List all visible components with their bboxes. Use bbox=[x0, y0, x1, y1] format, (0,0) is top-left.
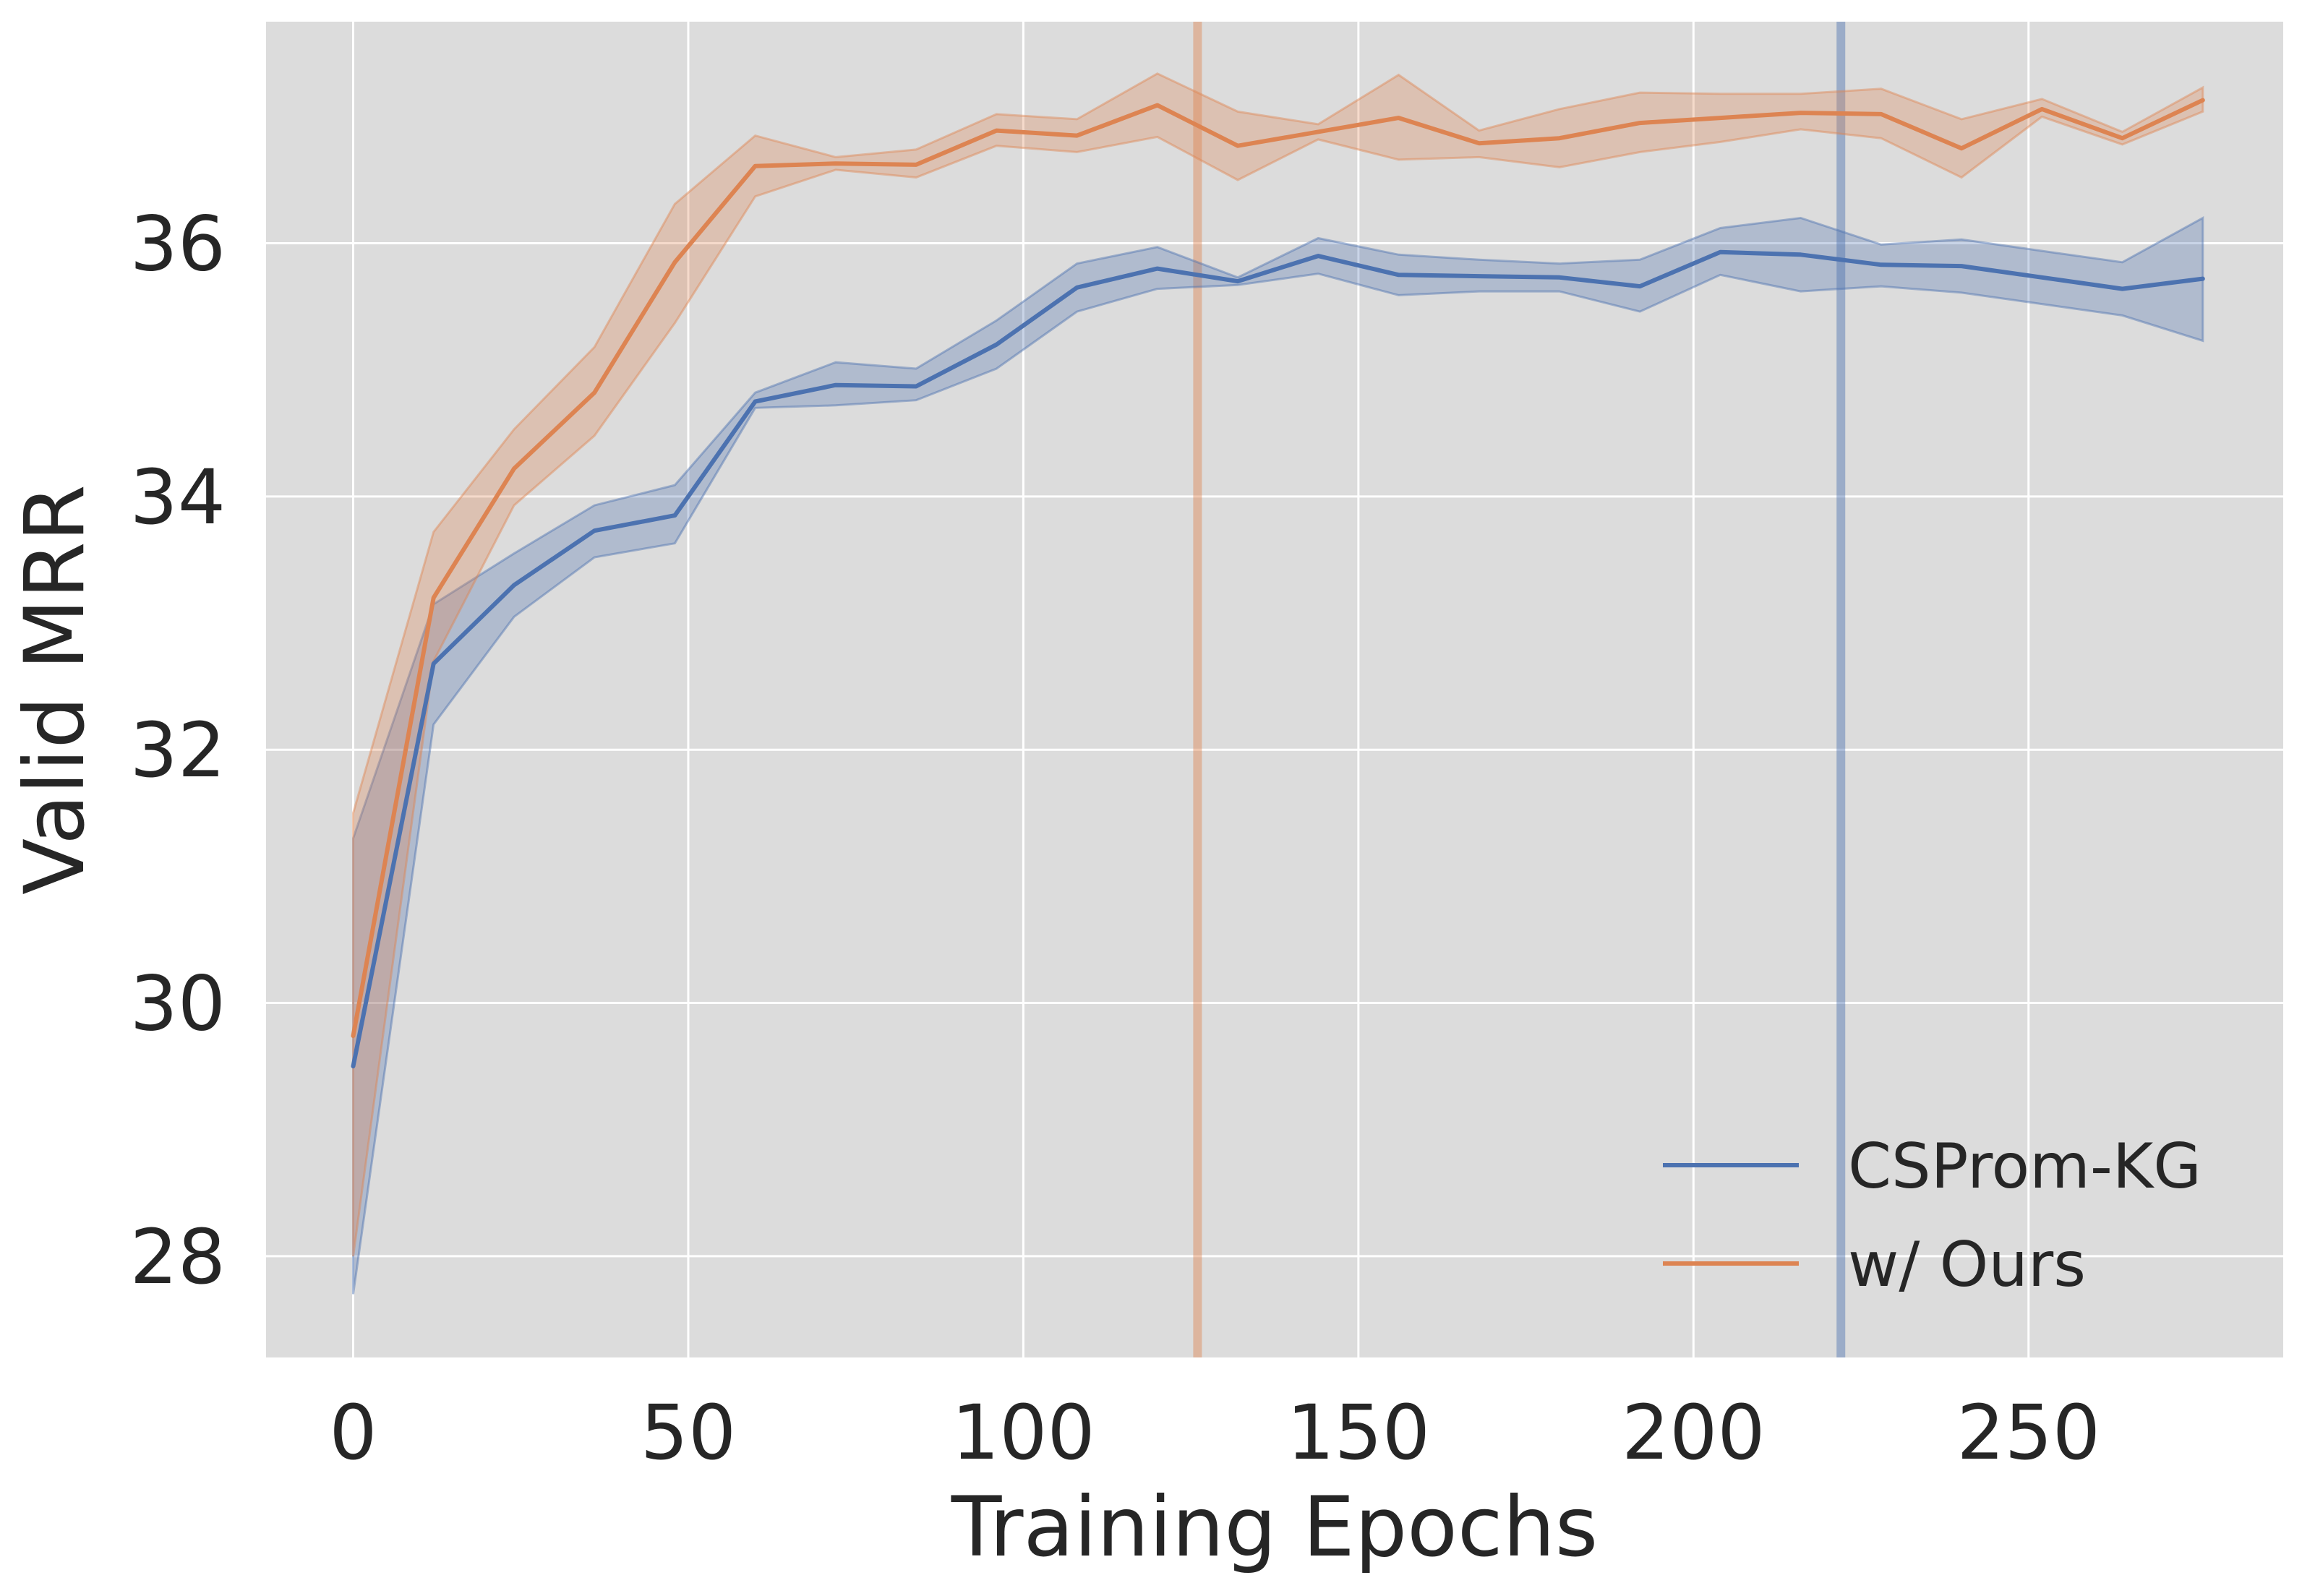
series-line bbox=[351, 249, 2205, 1069]
vertical-marker-lines bbox=[1193, 22, 1846, 1357]
grid-lines bbox=[266, 22, 2283, 1357]
confidence-bands bbox=[352, 72, 2204, 1295]
y-tick-label: 30 bbox=[130, 960, 226, 1048]
y-tick-label: 32 bbox=[130, 706, 226, 794]
confidence-band bbox=[352, 72, 2204, 1257]
y-tick-label: 36 bbox=[130, 200, 226, 288]
x-tick-label: 50 bbox=[641, 1389, 736, 1477]
y-tick-label: 34 bbox=[130, 453, 226, 541]
y-axis-label: Valid MRR bbox=[7, 484, 103, 895]
legend: CSProm-KG w/ Ours bbox=[1663, 1130, 2202, 1301]
series-line bbox=[351, 98, 2205, 1039]
x-tick-labels: 0 50 100 150 200 250 bbox=[329, 1389, 2100, 1477]
x-tick-label: 0 bbox=[329, 1389, 377, 1477]
series-lines bbox=[351, 98, 2205, 1069]
x-tick-label: 100 bbox=[951, 1389, 1095, 1477]
x-tick-label: 200 bbox=[1622, 1389, 1766, 1477]
x-tick-label: 150 bbox=[1287, 1389, 1431, 1477]
x-tick-label: 250 bbox=[1957, 1389, 2101, 1477]
y-tick-labels: 28 30 32 34 36 bbox=[130, 200, 226, 1301]
confidence-band bbox=[352, 215, 2204, 1295]
legend-label: CSProm-KG bbox=[1848, 1130, 2202, 1203]
x-axis-label: Training Epochs bbox=[951, 1479, 1599, 1575]
y-tick-label: 28 bbox=[130, 1213, 226, 1301]
legend-label: w/ Ours bbox=[1848, 1229, 2086, 1301]
